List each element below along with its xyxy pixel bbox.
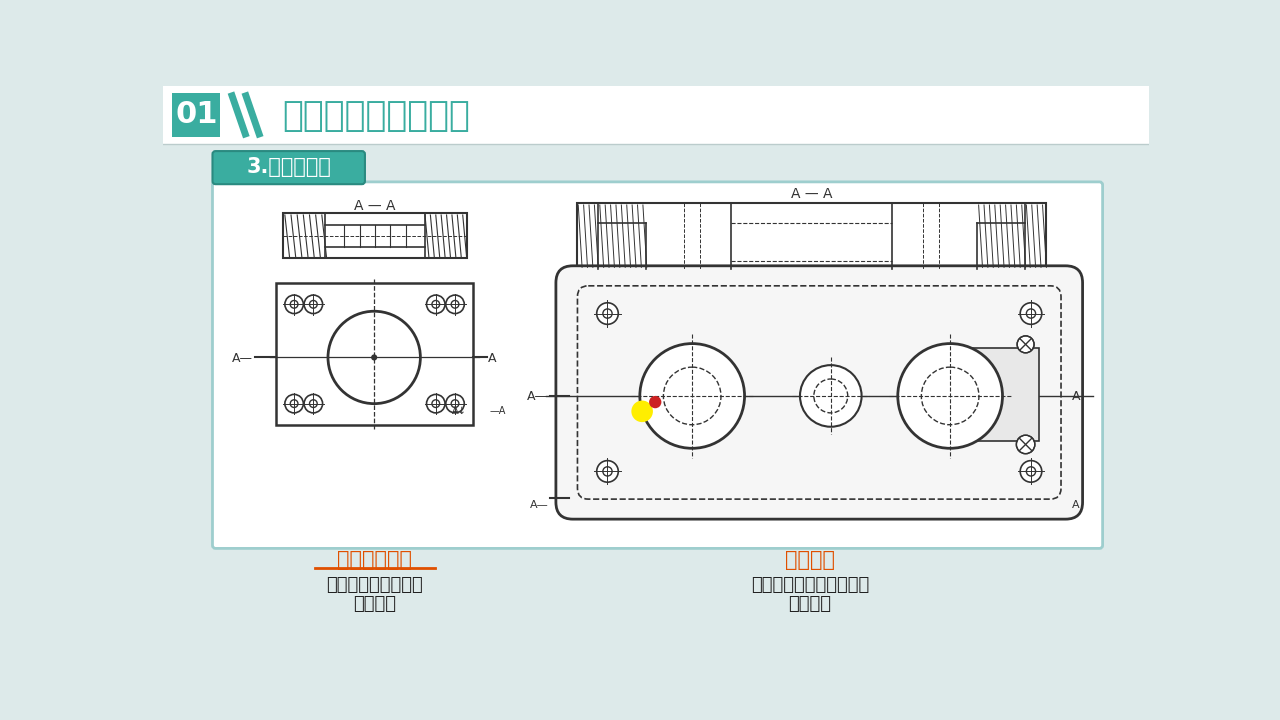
Circle shape	[1020, 461, 1042, 482]
Circle shape	[603, 309, 612, 318]
Bar	[173, 93, 220, 138]
Circle shape	[603, 467, 612, 476]
Circle shape	[310, 400, 317, 408]
Text: 全剖视图: 全剖视图	[788, 595, 832, 613]
Circle shape	[1016, 435, 1034, 454]
Text: 01: 01	[175, 100, 218, 130]
Circle shape	[814, 379, 847, 413]
Bar	[164, 86, 1149, 144]
Text: A: A	[1071, 500, 1079, 510]
Circle shape	[897, 343, 1002, 449]
Circle shape	[640, 343, 745, 449]
Text: 主视图采用复合剖切方法: 主视图采用复合剖切方法	[751, 576, 869, 594]
Circle shape	[305, 395, 323, 413]
Text: 常见零件的表达方法: 常见零件的表达方法	[283, 99, 471, 132]
Circle shape	[291, 400, 298, 408]
Text: A↓: A↓	[452, 406, 466, 416]
Circle shape	[445, 295, 465, 313]
Circle shape	[431, 400, 439, 408]
Bar	[283, 213, 467, 258]
Text: A — A: A — A	[355, 199, 396, 212]
Circle shape	[1020, 303, 1042, 324]
Bar	[577, 204, 1046, 269]
Circle shape	[285, 395, 303, 413]
Circle shape	[800, 365, 861, 427]
Circle shape	[451, 300, 460, 308]
Text: 3.盖板类零件: 3.盖板类零件	[246, 157, 332, 177]
FancyBboxPatch shape	[556, 266, 1083, 519]
Text: A—: A—	[530, 500, 548, 510]
Circle shape	[305, 295, 323, 313]
Circle shape	[451, 400, 460, 408]
Text: A—: A—	[232, 352, 253, 365]
Text: A — A: A — A	[791, 187, 832, 201]
Text: 冷冲模的凹模: 冷冲模的凹模	[338, 550, 412, 570]
Circle shape	[310, 300, 317, 308]
Circle shape	[431, 300, 439, 308]
Circle shape	[1018, 336, 1034, 353]
Text: 箱体盖板: 箱体盖板	[785, 550, 835, 570]
Text: 全剖视图: 全剖视图	[353, 595, 397, 613]
Text: A: A	[1071, 390, 1080, 402]
Circle shape	[285, 295, 303, 313]
Bar	[276, 283, 472, 426]
Circle shape	[596, 303, 618, 324]
Circle shape	[922, 367, 979, 425]
Circle shape	[371, 354, 378, 361]
Circle shape	[1027, 467, 1036, 476]
Text: A—: A—	[527, 390, 548, 402]
Circle shape	[596, 461, 618, 482]
Bar	[954, 348, 1038, 441]
Circle shape	[445, 395, 465, 413]
FancyBboxPatch shape	[212, 151, 365, 184]
Circle shape	[328, 311, 420, 404]
Text: —A: —A	[490, 406, 506, 416]
Text: 主视图采用阶梯剖切: 主视图采用阶梯剖切	[326, 576, 424, 594]
FancyBboxPatch shape	[212, 182, 1102, 549]
Circle shape	[649, 396, 662, 408]
Circle shape	[631, 400, 653, 422]
Circle shape	[426, 395, 445, 413]
Circle shape	[426, 295, 445, 313]
Circle shape	[663, 367, 721, 425]
Circle shape	[1027, 309, 1036, 318]
Text: A: A	[488, 352, 497, 365]
Circle shape	[291, 300, 298, 308]
